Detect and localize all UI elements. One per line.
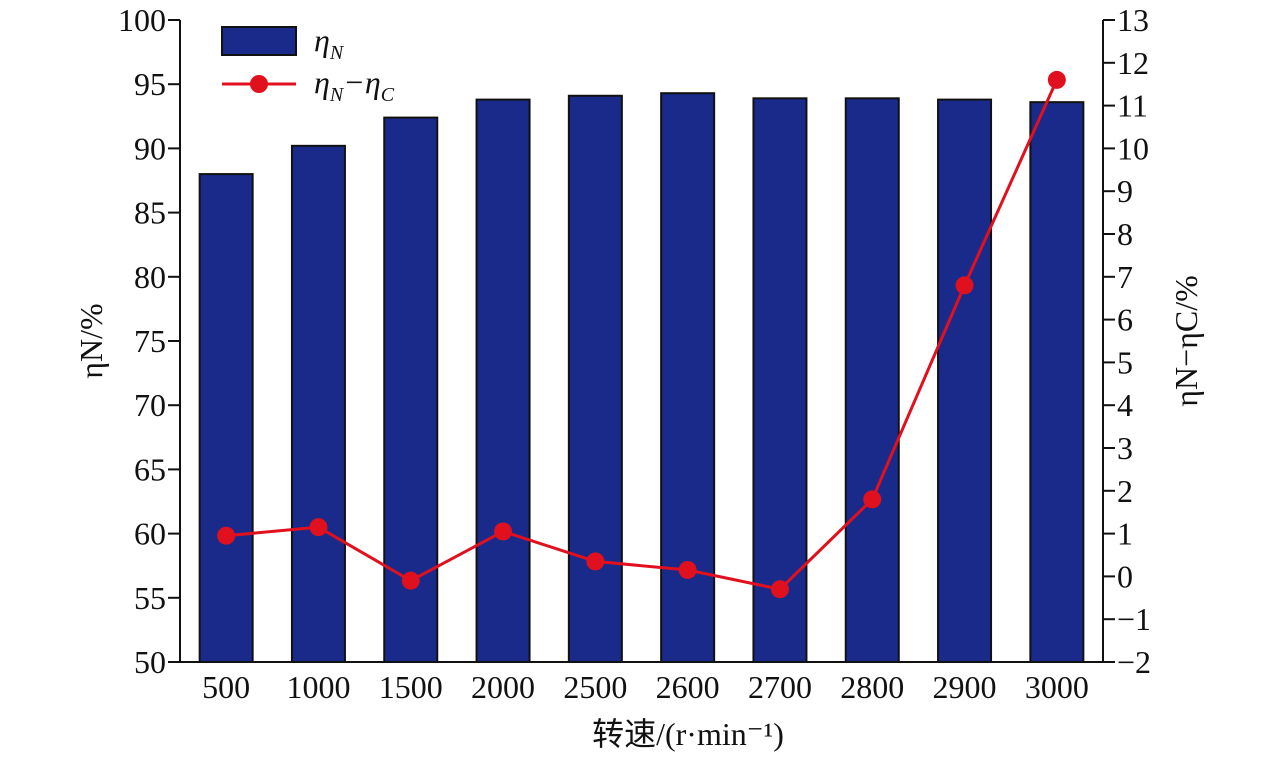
y2-tick-label: 0 [1117,558,1133,594]
y2-tick-label: 10 [1117,130,1149,166]
line-path [226,79,1059,591]
y2-tick-label: 11 [1117,88,1148,124]
x-tick-label: 500 [202,669,250,705]
y2-tick-label: 8 [1117,216,1133,252]
y-tick-label: 80 [134,259,166,295]
x-tick-label: 2800 [840,669,904,705]
x-tick-label: 2000 [471,669,535,705]
x-tick-label: 2600 [656,669,720,705]
y2-tick-label: 4 [1117,387,1133,423]
y-axis-title: ηN/% [73,303,109,378]
y2-tick-label: −1 [1117,601,1151,637]
bar-500 [198,173,254,664]
y-tick-label: 75 [134,323,166,359]
line-point-3000 [1047,70,1066,89]
y-tick-label: 95 [134,66,166,102]
x-axis-title: 转速/(r·min⁻¹) [592,716,784,752]
legend-bar-swatch [221,26,297,56]
y-tick-label: 70 [134,387,166,423]
bar-2000 [475,98,531,664]
y2-tick-label: 2 [1117,473,1133,509]
line-point-2500 [586,552,605,571]
line-point-2900 [955,276,974,295]
x-tick-label: 1000 [286,669,350,705]
bar-2500 [567,94,623,664]
y-tick-label: 85 [134,195,166,231]
y2-tick-label: 1 [1117,516,1133,552]
line-series [217,70,1066,599]
y-tick-label: 60 [134,516,166,552]
line-point-1500 [401,571,420,590]
y-tick-label: 90 [134,130,166,166]
bar-1000 [290,144,346,664]
y2-axis-title: ηN−ηC/% [1168,275,1204,407]
y2-tick-label: 6 [1117,302,1133,338]
y-tick-label: 100 [118,2,166,38]
x-tick-label: 2500 [563,669,627,705]
bar-2800 [844,97,900,664]
line-point-2600 [678,560,697,579]
bar-series [198,92,1085,664]
line-point-1000 [309,518,328,537]
bar-3000 [1029,101,1085,663]
x-tick-label: 1500 [379,669,443,705]
y2-tick-label: −2 [1117,644,1151,680]
y2-tick-label: 13 [1117,2,1149,38]
line-point-2800 [863,490,882,509]
x-tick-label: 3000 [1025,669,1089,705]
line-point-2700 [770,580,789,599]
legend-bar-label: ηN [314,22,345,64]
y2-tick-label: 12 [1117,45,1149,81]
x-axis-ticks: 500 1000 1500 2000 2500 2600 2700 2800 2900 3000 [202,669,1089,705]
x-tick-label: 2700 [748,669,812,705]
y2-tick-label: 3 [1117,430,1133,466]
legend: ηN ηN−ηC [221,22,395,106]
y-tick-label: 55 [134,580,166,616]
line-point-500 [217,526,236,545]
legend-line-marker [250,75,268,93]
y-tick-label: 50 [134,644,166,680]
y2-tick-label: 9 [1117,173,1133,209]
legend-line-label: ηN−ηC [314,64,395,106]
y-tick-label: 65 [134,451,166,487]
x-tick-label: 2900 [933,669,997,705]
bar-2700 [752,97,808,664]
y2-tick-label: 7 [1117,259,1133,295]
y2-tick-label: 5 [1117,344,1133,380]
left-axis-ticks: 50 55 60 65 70 75 80 85 90 95 100 [118,2,180,680]
bar-2900 [937,98,993,664]
line-point-2000 [494,522,513,541]
